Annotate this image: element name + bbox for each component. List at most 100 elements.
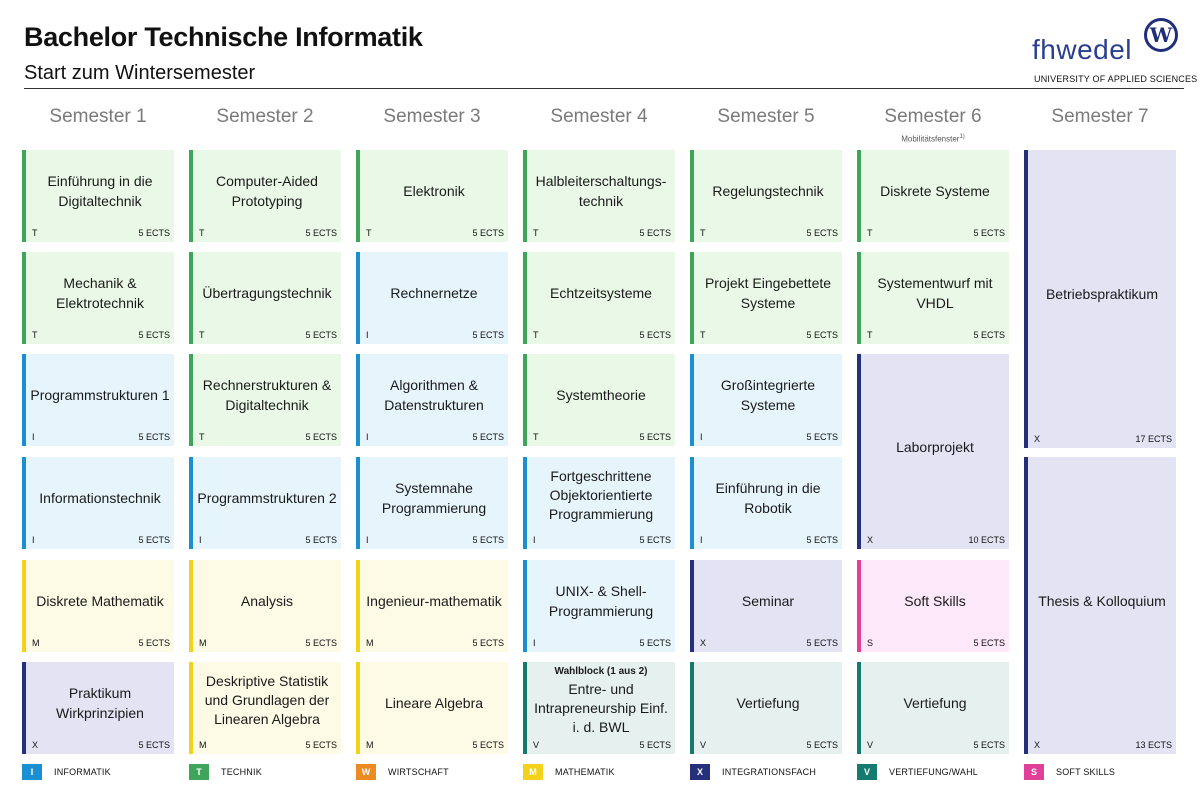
semester-3-heading: Semester 3 [383, 106, 481, 127]
module-card[interactable]: Wahlblock (1 aus 2) Entre- und Intrapren… [523, 662, 675, 754]
module-card[interactable]: Einführung in die Robotik I 5 ECTS [690, 457, 842, 549]
module-card[interactable]: Fortgeschrittene Objektorientierte Progr… [523, 457, 675, 549]
module-card[interactable]: Elektronik T 5 ECTS [356, 150, 508, 242]
module-card[interactable]: UNIX- & Shell-Programmierung I 5 ECTS [523, 560, 675, 652]
legend-swatch: I [22, 764, 42, 780]
module-name: Informationstechnik [39, 490, 161, 506]
module-category: M [199, 740, 207, 750]
module-card[interactable]: Regelungstechnik T 5 ECTS [690, 150, 842, 242]
legend-swatch: V [857, 764, 877, 780]
module-card[interactable]: Systementwurf mit VHDL T 5 ECTS [857, 252, 1009, 344]
module-card[interactable]: Seminar X 5 ECTS [690, 560, 842, 652]
module-ects: 5 ECTS [472, 228, 504, 238]
module-category: I [366, 535, 369, 545]
module-card[interactable]: Großintegrierte Systeme I 5 ECTS [690, 354, 842, 446]
module-name: Übertragungstechnik [202, 285, 332, 301]
module-card[interactable]: Echtzeitsysteme T 5 ECTS [523, 252, 675, 344]
module-category: M [366, 740, 374, 750]
module-card[interactable]: Rechnernetze I 5 ECTS [356, 252, 508, 344]
legend-swatch: M [523, 764, 543, 780]
module-name: Soft Skills [904, 593, 966, 609]
module-card[interactable]: Informationstechnik I 5 ECTS [22, 457, 174, 549]
legend-item-mathematik: M MATHEMATIK [523, 764, 615, 780]
module-card[interactable]: Halbleiterschaltungs-technik T 5 ECTS [523, 150, 675, 242]
module-card[interactable]: Deskriptive Statistik und Grundlagen der… [189, 662, 341, 754]
module-ects: 13 ECTS [1135, 740, 1172, 750]
module-category: T [700, 330, 706, 340]
legend-item-integrationsfach: X INTEGRATIONSFACH [690, 764, 816, 780]
header-divider [24, 88, 1184, 89]
legend-swatch: X [690, 764, 710, 780]
module-card[interactable]: Algorithmen & Datenstrukturen I 5 ECTS [356, 354, 508, 446]
module-card[interactable]: Mechanik & Elektrotechnik T 5 ECTS [22, 252, 174, 344]
module-ects: 5 ECTS [138, 228, 170, 238]
module-name: Vertiefung [903, 695, 967, 711]
module-ects: 5 ECTS [472, 432, 504, 442]
module-card[interactable]: Diskrete Systeme T 5 ECTS [857, 150, 1009, 242]
module-name: Vertiefung [736, 695, 800, 711]
module-card[interactable]: Programmstrukturen 2 I 5 ECTS [189, 457, 341, 549]
module-ects: 5 ECTS [806, 638, 838, 648]
module-name: Elektronik [403, 183, 465, 199]
module-name: Analysis [240, 593, 294, 609]
module-card[interactable]: Projekt Eingebettete Systeme T 5 ECTS [690, 252, 842, 344]
module-card[interactable]: Systemnahe Programmierung I 5 ECTS [356, 457, 508, 549]
legend-label: INFORMATIK [54, 767, 111, 777]
legend-label: TECHNIK [221, 767, 262, 777]
module-name: Rechnerstrukturen & Digitaltechnik [202, 377, 332, 413]
module-card[interactable]: Laborprojekt X 10 ECTS [857, 354, 1009, 549]
module-card[interactable]: Soft Skills S 5 ECTS [857, 560, 1009, 652]
module-card[interactable]: Computer-Aided Prototyping T 5 ECTS [189, 150, 341, 242]
module-category: T [199, 432, 205, 442]
module-name: Betriebspraktikum [1045, 286, 1159, 302]
module-ects: 5 ECTS [639, 638, 671, 648]
module-ects: 5 ECTS [973, 638, 1005, 648]
module-card[interactable]: Rechnerstrukturen & Digitaltechnik T 5 EC… [189, 354, 341, 446]
module-name: Laborprojekt [896, 438, 974, 455]
module-card[interactable]: Vertiefung V 5 ECTS [690, 662, 842, 754]
module-ects: 5 ECTS [138, 432, 170, 442]
module-card[interactable]: Diskrete Mathematik M 5 ECTS [22, 560, 174, 652]
module-ects: 5 ECTS [973, 330, 1005, 340]
module-ects: 5 ECTS [138, 740, 170, 750]
module-card[interactable]: Analysis M 5 ECTS [189, 560, 341, 652]
module-name: Ingenieur-mathematik [366, 593, 502, 609]
module-category: T [533, 228, 539, 238]
module-name: Algorithmen & Datenstrukturen [384, 377, 484, 413]
module-category: I [533, 535, 536, 545]
module-name: Projekt Eingebettete Systeme [704, 275, 832, 311]
module-ects: 5 ECTS [138, 638, 170, 648]
module-ects: 5 ECTS [639, 740, 671, 750]
module-category: V [867, 740, 874, 750]
module-card[interactable]: Vertiefung V 5 ECTS [857, 662, 1009, 754]
module-ects: 5 ECTS [305, 740, 337, 750]
legend-item-wirtschaft: W WIRTSCHAFT [356, 764, 449, 780]
module-card[interactable]: Lineare Algebra M 5 ECTS [356, 662, 508, 754]
module-name: Echtzeitsysteme [550, 285, 652, 301]
module-category: I [32, 432, 35, 442]
module-card[interactable]: Systemtheorie T 5 ECTS [523, 354, 675, 446]
module-card[interactable]: Ingenieur-mathematik M 5 ECTS [356, 560, 508, 652]
module-card[interactable]: Thesis & Kolloquium X 13 ECTS [1024, 457, 1176, 754]
module-card[interactable]: Programmstrukturen 1 I 5 ECTS [22, 354, 174, 446]
module-ects: 5 ECTS [806, 740, 838, 750]
module-card[interactable]: Übertragungstechnik T 5 ECTS [189, 252, 341, 344]
module-card[interactable]: Einführung in die Digitaltechnik T 5 ECTS [22, 150, 174, 242]
module-card[interactable]: Praktikum Wirkprinzipien X 5 ECTS [22, 662, 174, 754]
module-category: M [199, 638, 207, 648]
legend-swatch: T [189, 764, 209, 780]
module-ects: 5 ECTS [472, 330, 504, 340]
module-ects: 5 ECTS [305, 330, 337, 340]
module-ects: 5 ECTS [806, 330, 838, 340]
legend-item-vertiefung-wahl: V VERTIEFUNG/WAHL [857, 764, 978, 780]
legend-item-informatik: I INFORMATIK [22, 764, 111, 780]
module-name: Systemnahe Programmierung [381, 480, 487, 516]
module-category: T [700, 228, 706, 238]
module-name: Diskrete Systeme [880, 183, 990, 199]
module-category: T [867, 330, 873, 340]
module-name: Fortgeschrittene Objektorientierte Progr… [548, 467, 654, 522]
module-card[interactable]: Betriebspraktikum X 17 ECTS [1024, 150, 1176, 448]
legend-item-soft-skills: S SOFT SKILLS [1024, 764, 1115, 780]
module-ects: 5 ECTS [639, 535, 671, 545]
module-category: T [32, 228, 38, 238]
